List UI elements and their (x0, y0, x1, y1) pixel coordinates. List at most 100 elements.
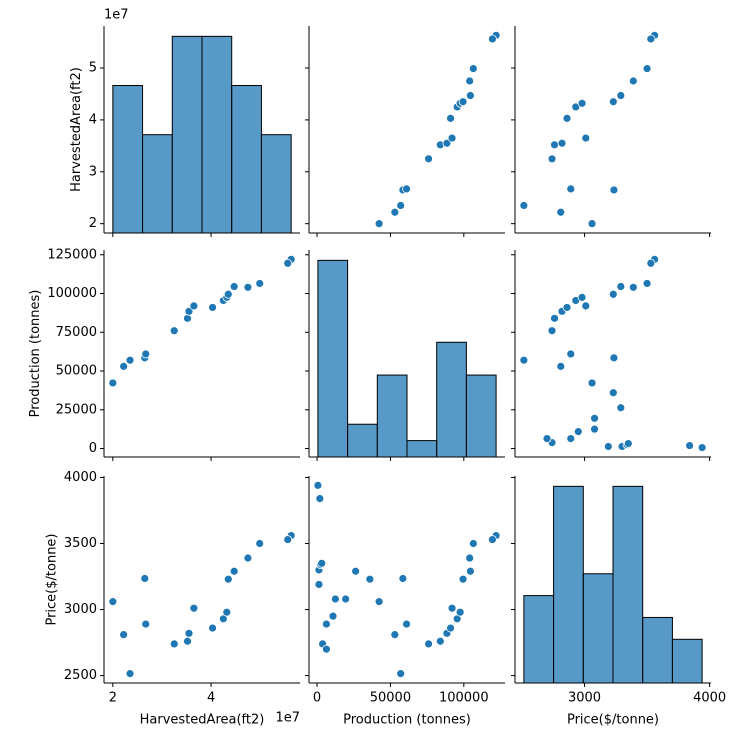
scatter-point (465, 76, 475, 86)
scatter-point (108, 597, 118, 607)
histogram-bar (612, 485, 644, 684)
scatter-point (402, 184, 411, 194)
scatter-point (313, 480, 323, 490)
x-tick-label: 0 (313, 691, 321, 706)
scatter-point (562, 303, 572, 312)
x-tick-label: 4000 (693, 691, 726, 706)
histogram-bar (465, 374, 497, 458)
scatter-point (351, 566, 361, 576)
scatter-point (685, 441, 695, 450)
scatter-point (330, 594, 340, 604)
scatter-point (183, 636, 192, 646)
scatter-point (243, 553, 253, 563)
scatter-point (222, 607, 232, 617)
scatter-point (119, 361, 129, 371)
scatter-point (587, 378, 597, 388)
scatter-point (458, 97, 468, 107)
scatter-point (283, 258, 293, 268)
histogram-bar (642, 616, 673, 684)
y-axis-label: Production (tonnes) (28, 290, 43, 418)
x-tick-label: 4 (207, 691, 215, 706)
scatter-point (609, 353, 619, 363)
scatter-point (466, 566, 475, 576)
histogram-bar (171, 35, 203, 234)
scatter-point (577, 98, 587, 108)
scatter-point (125, 669, 135, 679)
scatter-point (616, 403, 626, 413)
offset-text: 1e7 (104, 8, 129, 23)
x-axis-label: HarvestedArea(ft2) (140, 713, 265, 728)
scatter-point (341, 594, 351, 604)
scatter-point (229, 282, 239, 291)
scatter-point (322, 619, 331, 629)
histogram-bar (347, 423, 378, 458)
scatter-point (468, 539, 478, 548)
scatter-point (208, 303, 217, 312)
histogram-bar (376, 374, 408, 458)
scatter-point (628, 76, 638, 86)
scatter-point (169, 326, 179, 336)
histogram-bar (523, 595, 555, 684)
scatter-point (435, 636, 445, 646)
scatter-point (243, 282, 253, 292)
scatter-point (566, 349, 576, 359)
scatter-point (328, 611, 338, 621)
scatter-point (315, 494, 325, 503)
scatter-point (398, 574, 408, 583)
scatter-point (628, 282, 638, 292)
scatter-point (169, 639, 179, 649)
scatter-point (458, 574, 468, 584)
scatter-point (322, 644, 331, 654)
scatter-point (616, 282, 626, 291)
x-tick-label: 100000 (439, 691, 489, 706)
scatter-point (603, 442, 613, 451)
y-tick-label: 3500 (64, 536, 97, 551)
scatter-point (223, 574, 233, 584)
scatter-point (255, 539, 265, 548)
scatter-point (547, 326, 557, 336)
offset-text: 1e7 (275, 711, 300, 726)
scatter-point (608, 97, 618, 107)
scatter-point (547, 154, 557, 164)
scatter-point (189, 603, 199, 613)
scatter-point (488, 34, 497, 44)
scatter-point (609, 185, 619, 195)
scatter-point (184, 306, 194, 316)
scatter-point (184, 628, 194, 638)
x-axis-label: Price($/tonne) (567, 713, 659, 728)
scatter-point (140, 574, 150, 583)
x-tick-label: 2 (109, 691, 117, 706)
histogram-bar (142, 134, 173, 234)
scatter-point (623, 439, 633, 448)
scatter-point (466, 91, 475, 100)
scatter-point (566, 434, 576, 444)
scatter-point (314, 580, 324, 589)
y-tick-label: 125000 (47, 247, 97, 262)
y-tick-label: 4 (89, 112, 97, 127)
scatter-point (697, 443, 707, 452)
scatter-point (519, 201, 529, 210)
y-tick-label: 2500 (64, 668, 97, 683)
scatter-point (646, 34, 656, 44)
scatter-point (550, 140, 559, 150)
scatter-point (446, 623, 455, 633)
scatter-point (642, 64, 652, 73)
scatter-point (396, 669, 406, 679)
histogram-bar (201, 35, 233, 234)
scatter-point (608, 289, 618, 299)
histogram-bar (582, 573, 614, 684)
histogram-bar (112, 85, 144, 234)
histogram-bar (436, 341, 467, 458)
scatter-point (208, 623, 217, 633)
x-tick-label: 50000 (370, 691, 411, 706)
scatter-point (390, 630, 400, 640)
scatter-point (141, 619, 151, 629)
scatter-point (447, 133, 457, 143)
scatter-point (556, 361, 566, 371)
scatter-point (229, 566, 239, 576)
y-tick-label: 5 (89, 61, 97, 76)
scatter-point (556, 207, 566, 217)
scatter-point (442, 138, 452, 148)
scatter-point (468, 64, 478, 73)
y-tick-label: 0 (89, 441, 97, 456)
